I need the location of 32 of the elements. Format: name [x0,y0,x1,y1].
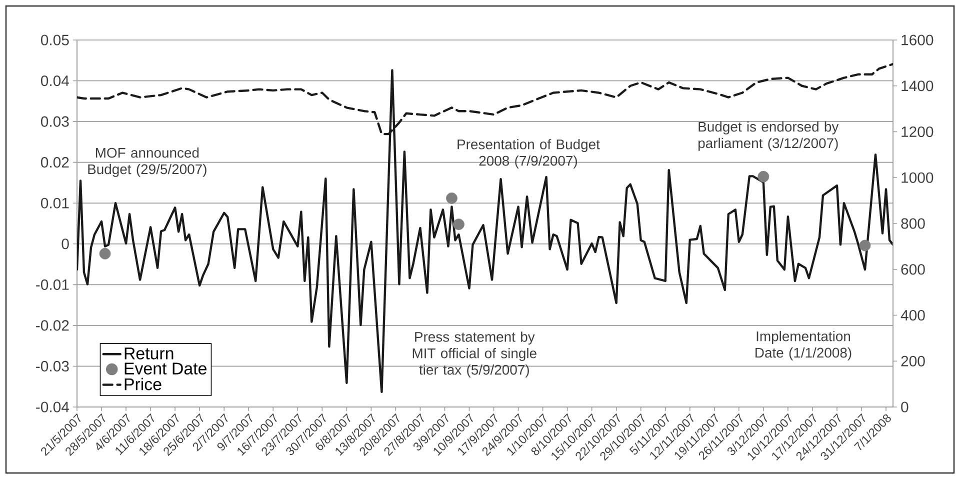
legend-label: Price [124,378,162,390]
point [99,248,111,260]
annotation: Press statement by MIT official of single tier tax (5/9/2007) [412,332,536,378]
y2-tick-label: 800 [901,218,925,229]
point [446,192,458,204]
y2-tick-label: 1400 [902,80,934,92]
point [859,240,871,252]
y-tick-label: 0.03 [40,116,69,127]
y-tick-label: -0.02 [36,320,69,331]
y-tick-label: 0.01 [40,198,69,208]
y-tick-label: -0.01 [36,279,69,290]
y2-tick-label: 0 [901,402,908,412]
y-tick-label: 0 [62,238,69,250]
point [758,170,770,182]
annotation: Budget is endorsed by parliament (3/12/2007) [698,121,839,151]
point [453,218,464,230]
y2-tick-label: 200 [901,356,925,366]
annotation: Presentation of Budget 2008 (7/9/2007) [458,139,600,168]
y-tick-label: 0.02 [40,157,69,168]
y-tick-label: 0.04 [40,75,70,86]
legend-label: Return [124,348,174,360]
y2-tick-label: 400 [900,310,925,321]
y-tick-label: -0.03 [36,360,69,372]
y2-tick-label: 600 [901,264,925,275]
y2-tick-label: 1200 [902,126,934,138]
y2-tick-label: 1000 [902,172,934,183]
annotation: MOF announced Budget (29/5/2007) [88,147,206,177]
y-tick-label: -0.04 [36,402,70,412]
y2-tick-label: 1600 [902,34,934,46]
legend-label: Event Date [124,362,206,375]
y-tick-label: 0.05 [40,34,69,46]
annotation: Implementation Date (1/1/2008) [756,330,852,360]
